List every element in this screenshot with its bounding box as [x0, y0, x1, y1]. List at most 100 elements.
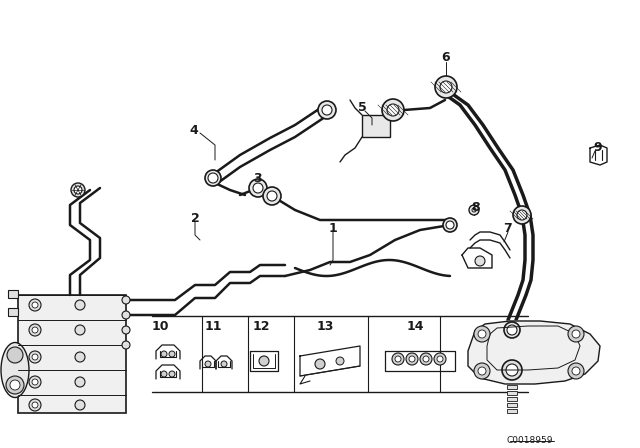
Text: 2: 2	[191, 211, 200, 224]
Bar	[507, 385, 517, 389]
Circle shape	[32, 354, 38, 360]
Bar	[362, 115, 390, 137]
Circle shape	[395, 356, 401, 362]
Circle shape	[29, 324, 41, 336]
Circle shape	[29, 299, 41, 311]
Circle shape	[478, 330, 486, 338]
Bar	[8, 365, 18, 373]
Circle shape	[572, 330, 580, 338]
Bar	[8, 308, 18, 316]
Circle shape	[434, 353, 446, 365]
Text: 9: 9	[594, 141, 602, 154]
Circle shape	[263, 187, 281, 205]
Circle shape	[205, 361, 211, 367]
Circle shape	[446, 221, 454, 229]
Ellipse shape	[1, 343, 29, 397]
Circle shape	[75, 325, 85, 335]
Bar	[507, 409, 517, 413]
Circle shape	[208, 173, 218, 183]
Circle shape	[443, 218, 457, 232]
Text: 4: 4	[189, 124, 198, 137]
Bar	[507, 397, 517, 401]
Bar	[507, 403, 517, 407]
Text: 1: 1	[328, 221, 337, 234]
Circle shape	[478, 367, 486, 375]
Circle shape	[315, 359, 325, 369]
Text: 13: 13	[316, 319, 333, 332]
Circle shape	[437, 356, 443, 362]
Text: 14: 14	[406, 319, 424, 332]
Text: 6: 6	[442, 51, 451, 64]
Circle shape	[161, 371, 167, 377]
Circle shape	[387, 104, 399, 116]
Circle shape	[259, 356, 269, 366]
Text: 11: 11	[204, 319, 221, 332]
Circle shape	[122, 311, 130, 319]
Text: 7: 7	[504, 221, 513, 234]
Circle shape	[74, 186, 82, 194]
Circle shape	[382, 99, 404, 121]
Text: 10: 10	[151, 319, 169, 332]
Circle shape	[249, 179, 267, 197]
Polygon shape	[468, 321, 600, 384]
Circle shape	[474, 326, 490, 342]
Circle shape	[440, 81, 452, 93]
Circle shape	[10, 380, 20, 390]
Circle shape	[29, 376, 41, 388]
Circle shape	[568, 363, 584, 379]
Bar	[18, 295, 126, 413]
Circle shape	[420, 353, 432, 365]
Bar	[8, 290, 18, 298]
Circle shape	[32, 302, 38, 308]
Circle shape	[469, 205, 479, 215]
Bar	[507, 391, 517, 395]
Circle shape	[435, 76, 457, 98]
Text: 5: 5	[358, 100, 366, 113]
Circle shape	[267, 191, 277, 201]
Circle shape	[161, 351, 167, 357]
Text: 3: 3	[253, 172, 262, 185]
Circle shape	[29, 399, 41, 411]
Circle shape	[513, 206, 531, 224]
Circle shape	[205, 170, 221, 186]
Circle shape	[75, 300, 85, 310]
Circle shape	[504, 322, 520, 338]
Circle shape	[6, 376, 24, 394]
Circle shape	[502, 360, 522, 380]
Circle shape	[71, 183, 85, 197]
Circle shape	[7, 347, 23, 363]
Circle shape	[32, 327, 38, 333]
Circle shape	[409, 356, 415, 362]
Circle shape	[322, 105, 332, 115]
Bar	[8, 383, 18, 391]
Circle shape	[507, 325, 517, 335]
Circle shape	[336, 357, 344, 365]
Circle shape	[392, 353, 404, 365]
Circle shape	[318, 101, 336, 119]
Circle shape	[32, 402, 38, 408]
Text: C0018959: C0018959	[507, 435, 553, 444]
Circle shape	[122, 296, 130, 304]
Circle shape	[75, 352, 85, 362]
Circle shape	[572, 367, 580, 375]
Circle shape	[253, 183, 263, 193]
Circle shape	[169, 351, 175, 357]
Circle shape	[32, 379, 38, 385]
Circle shape	[506, 364, 518, 376]
Circle shape	[474, 363, 490, 379]
Text: 8: 8	[472, 201, 480, 214]
Circle shape	[423, 356, 429, 362]
Circle shape	[475, 256, 485, 266]
Circle shape	[75, 400, 85, 410]
Circle shape	[29, 351, 41, 363]
Circle shape	[122, 341, 130, 349]
Circle shape	[221, 361, 227, 367]
Circle shape	[169, 371, 175, 377]
Circle shape	[75, 377, 85, 387]
Text: 12: 12	[252, 319, 269, 332]
Circle shape	[568, 326, 584, 342]
Circle shape	[472, 208, 476, 212]
Circle shape	[517, 210, 527, 220]
Circle shape	[406, 353, 418, 365]
Circle shape	[122, 326, 130, 334]
